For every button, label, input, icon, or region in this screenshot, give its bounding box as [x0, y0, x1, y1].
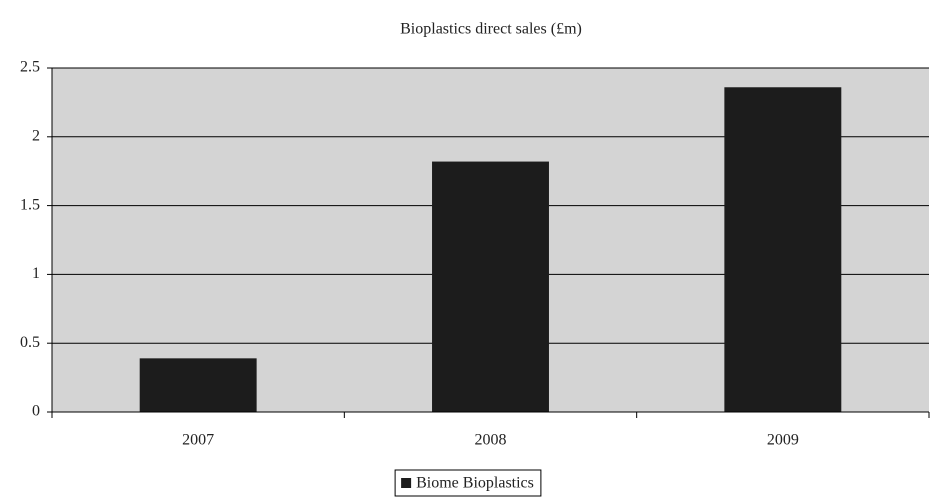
y-tick-label: 0.5	[20, 334, 40, 351]
x-tick-label: 2009	[767, 432, 799, 449]
y-tick-label: 2	[32, 127, 40, 144]
bar	[724, 87, 842, 412]
legend-swatch	[401, 478, 412, 488]
y-tick-label: 0	[32, 403, 40, 420]
legend-label: Biome Bioplastics	[416, 475, 534, 492]
chart-title: Bioplastics direct sales (£m)	[400, 21, 582, 38]
y-tick-label: 1.5	[20, 196, 40, 213]
bar	[432, 161, 549, 412]
x-tick-label: 2007	[182, 432, 214, 449]
bar	[139, 358, 257, 412]
x-tick-label: 2008	[475, 432, 507, 449]
y-tick-label: 2.5	[20, 59, 40, 76]
y-tick-label: 1	[32, 265, 40, 282]
legend-box	[394, 469, 542, 497]
